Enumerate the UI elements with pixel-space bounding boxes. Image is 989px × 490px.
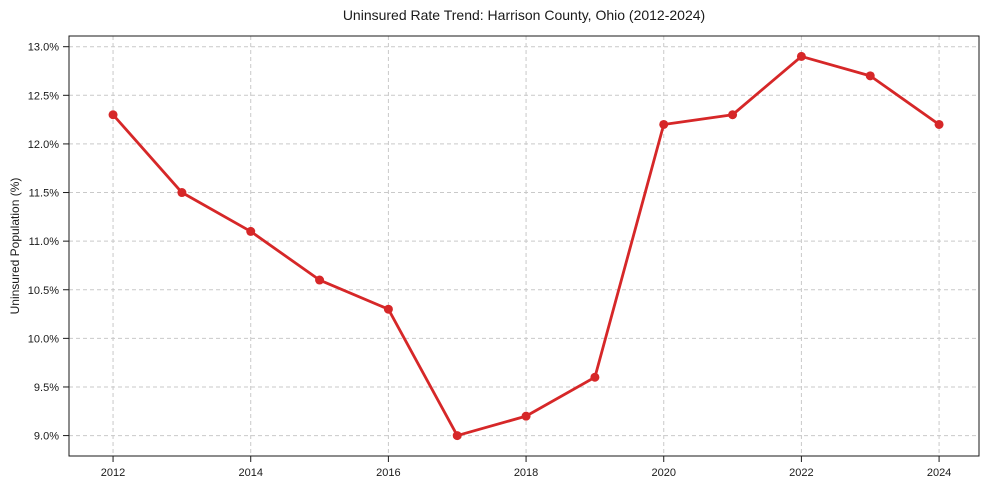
- data-point-marker: [108, 110, 118, 120]
- x-tick-label: 2014: [238, 467, 262, 479]
- y-tick-label: 10.5%: [28, 285, 59, 297]
- data-point-marker: [934, 119, 944, 129]
- data-point-marker: [659, 119, 669, 129]
- data-point-marker: [865, 71, 875, 81]
- y-tick-label: 9.5%: [34, 382, 59, 394]
- data-point-marker: [796, 51, 806, 61]
- x-tick-label: 2024: [927, 467, 951, 479]
- x-tick-label: 2016: [376, 467, 400, 479]
- x-tick-label: 2018: [514, 467, 538, 479]
- data-point-marker: [177, 188, 187, 198]
- data-point-marker: [521, 411, 531, 421]
- y-tick-label: 12.5%: [28, 90, 59, 102]
- y-tick-label: 12.0%: [28, 139, 59, 151]
- data-point-marker: [246, 226, 256, 236]
- y-tick-label: 13.0%: [28, 42, 59, 54]
- y-tick-label: 10.0%: [28, 333, 59, 345]
- x-tick-label: 2020: [651, 467, 675, 479]
- plot-border: [68, 35, 980, 457]
- data-point-marker: [315, 275, 325, 285]
- y-tick-label: 11.5%: [29, 188, 60, 200]
- chart-title: Uninsured Rate Trend: Harrison County, O…: [342, 7, 706, 23]
- x-tick-label: 2012: [101, 467, 125, 479]
- data-point-marker: [452, 431, 462, 441]
- data-point-marker: [728, 110, 738, 120]
- x-tick-label: 2022: [789, 467, 813, 479]
- y-tick-label: 11.0%: [29, 236, 60, 248]
- data-point-marker: [383, 304, 393, 314]
- data-point-marker: [590, 372, 600, 382]
- y-tick-label: 9.0%: [34, 431, 59, 443]
